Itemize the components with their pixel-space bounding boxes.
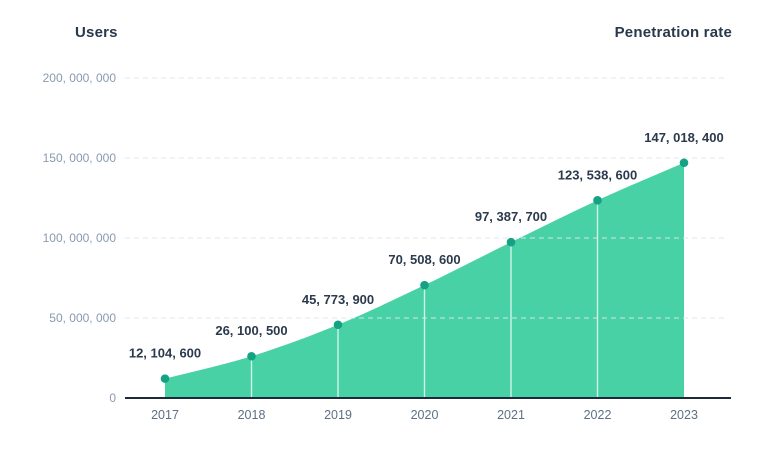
data-point-label: 12, 104, 600 (129, 346, 201, 361)
area-series-users (165, 162, 684, 398)
y-tick-label: 100, 000, 000 (43, 231, 117, 245)
y-tick-label: 150, 000, 000 (43, 151, 117, 165)
x-tick-label: 2017 (151, 408, 179, 422)
x-tick-label: 2020 (411, 408, 439, 422)
data-point-label: 70, 508, 600 (388, 252, 460, 267)
x-tick-label: 2018 (238, 408, 266, 422)
data-point-dot (333, 320, 343, 330)
x-tick-label: 2022 (584, 408, 612, 422)
data-point-dot (247, 351, 256, 361)
data-point-dot (160, 374, 170, 383)
y-tick-label: 200, 000, 000 (43, 71, 117, 85)
right-axis-title: Penetration rate (614, 24, 732, 41)
x-tick-label: 2023 (670, 408, 698, 422)
data-point-label: 147, 018, 400 (644, 130, 724, 145)
data-point-label: 45, 773, 900 (302, 292, 374, 307)
left-axis-title: Users (75, 24, 118, 41)
data-point-label: 26, 100, 500 (215, 323, 287, 338)
x-tick-label: 2021 (497, 408, 525, 422)
data-point-label: 123, 538, 600 (558, 167, 638, 182)
data-point-dot (593, 196, 602, 205)
data-point-dot (420, 280, 429, 290)
data-point-label: 97, 387, 700 (475, 209, 547, 224)
x-tick-label: 2019 (324, 408, 352, 422)
y-tick-label: 0 (109, 391, 116, 405)
data-point-dot (506, 237, 516, 247)
data-point-dot (679, 158, 689, 168)
y-tick-label: 50, 000, 000 (49, 311, 116, 325)
